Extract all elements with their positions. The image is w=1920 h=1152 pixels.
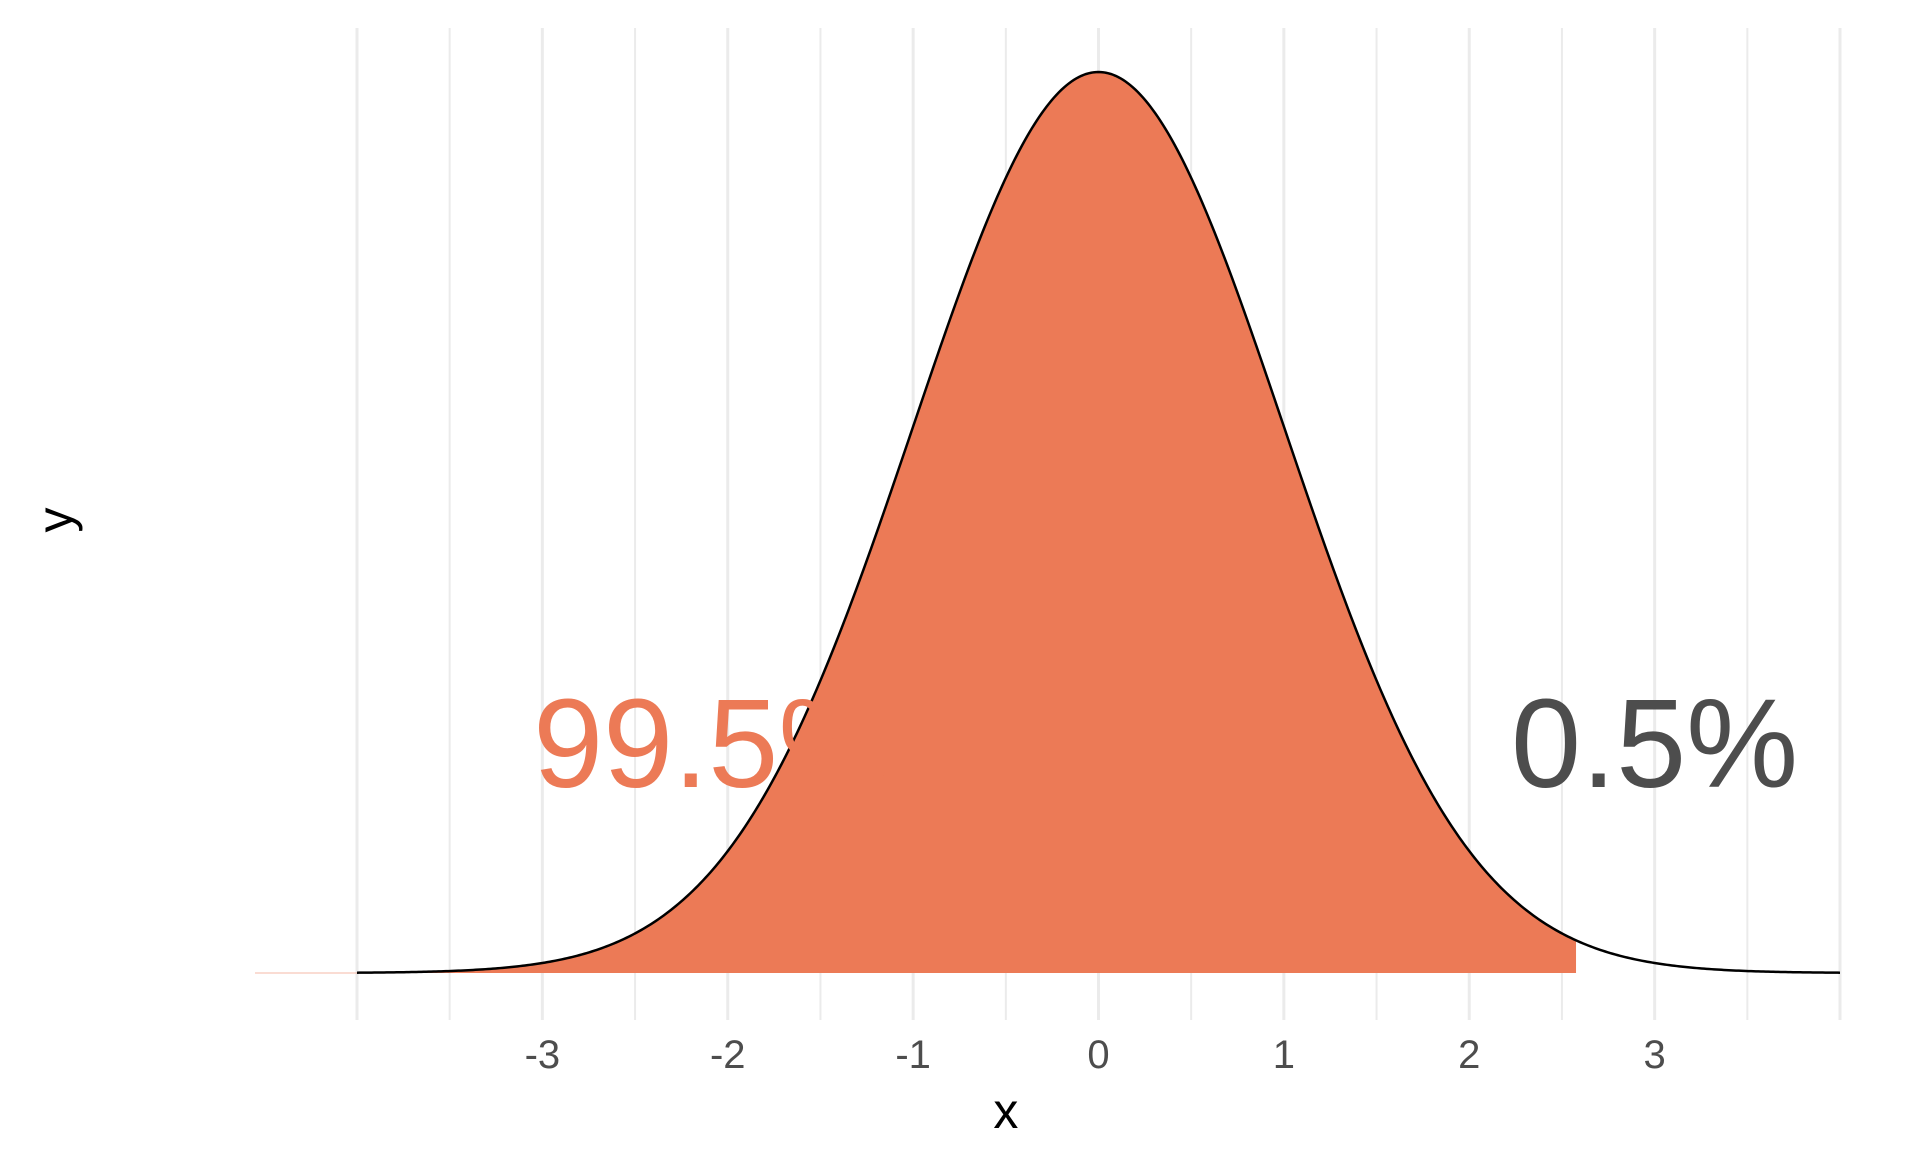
x-axis-title: x [993,1083,1018,1139]
x-tick-label: -2 [710,1033,746,1077]
left-area-annotation: 99.5% [533,673,890,814]
x-tick-label: 3 [1644,1033,1666,1077]
shaded-area-layer [255,72,1577,974]
x-tick-label: 1 [1273,1033,1295,1077]
density-curve-layer [356,70,1841,974]
density-curve [356,70,1841,974]
right-area-annotation: 0.5% [1511,673,1798,814]
y-axis-title: y [27,508,83,533]
x-tick-label: 0 [1087,1033,1109,1077]
x-tick-label: 2 [1458,1033,1480,1077]
shaded-area [357,72,1577,973]
x-axis-ticks: -3 -2 -1 0 1 2 3 [525,1033,1666,1077]
x-tick-label: -1 [895,1033,931,1077]
x-tick-label: -3 [525,1033,561,1077]
